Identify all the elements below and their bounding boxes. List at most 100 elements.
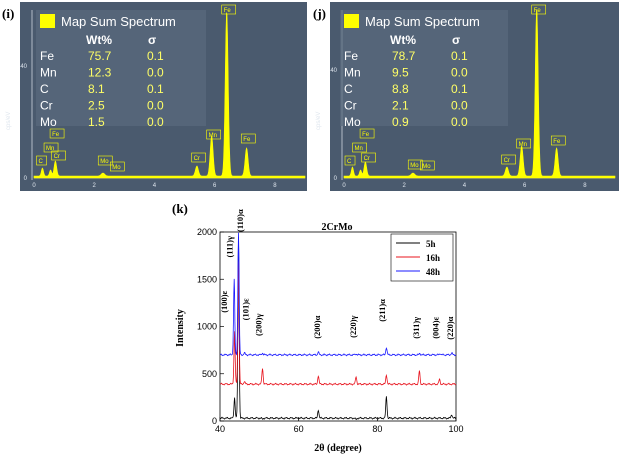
peak-annotation: (111)γ: [225, 236, 235, 257]
peak-tag-box: [419, 160, 435, 171]
panel-j-legend-box: [340, 10, 508, 126]
x-tick-label: 80: [372, 424, 382, 434]
peak-tag-box: [110, 161, 125, 172]
composition-element: Mn: [40, 66, 57, 80]
peak-tag: Mn: [355, 146, 363, 152]
panel-i-ytick0: 0: [24, 176, 28, 182]
peak-tag: Cr: [364, 156, 370, 162]
y-tick-label: 1000: [197, 322, 217, 332]
peak-tag: Mn: [46, 146, 54, 152]
composition-wt: 0.9: [392, 115, 409, 129]
panel-k: (k) 2CrMo Intensity 2θ (degree) 40 60 80 10…: [172, 201, 464, 454]
panel-i-ytick: 40: [20, 64, 27, 70]
peak-tag: Mo: [422, 164, 431, 170]
peak-annotation: (200)γ: [253, 314, 263, 336]
composition-element: C: [40, 82, 49, 96]
legend: 5h 16h 48h: [390, 233, 454, 282]
panel-i-legend-title: Map Sum Spectrum: [61, 14, 176, 29]
composition-sigma: 0.0: [147, 99, 164, 113]
composition-sigma: 0.0: [451, 115, 468, 129]
composition-element: Mo: [344, 115, 361, 129]
peak-annotation: (311)γ: [411, 317, 421, 339]
legend-label: 5h: [426, 239, 436, 249]
composition-wt: 78.7: [392, 49, 416, 63]
peak-tag: Fe: [534, 8, 542, 14]
peak-tag: Fe: [362, 132, 370, 138]
composition-wt: 8.8: [392, 82, 409, 96]
peak-tag: C: [39, 159, 44, 165]
y-tick-label: 2000: [197, 227, 217, 237]
spectrum-xtick: 0: [342, 183, 346, 189]
peak-tag-box: [51, 150, 66, 161]
chart-title: 2CrMo: [321, 222, 352, 233]
legend-label: 48h: [426, 267, 440, 277]
panel-j-spectrum: [343, 9, 616, 179]
peak-tag-box: [531, 4, 547, 15]
series-line-5h: [220, 236, 457, 420]
peak-tag: Mo: [112, 165, 121, 171]
x-axis-label: 2θ (degree): [314, 443, 362, 454]
composition-sigma: 0.1: [147, 82, 164, 96]
composition-wt: 2.1: [392, 99, 409, 113]
peak-tag: C: [347, 159, 352, 165]
x-tick-label: 100: [448, 424, 463, 434]
composition-sigma: 0.0: [451, 66, 468, 80]
peak-annotation: (220)α: [445, 316, 455, 339]
spectrum-xtick: 8: [273, 183, 277, 189]
peak-tag: Mn: [519, 142, 527, 148]
composition-element: Cr: [40, 99, 53, 113]
peak-tag-box: [240, 133, 256, 144]
y-tick-label: 1500: [197, 274, 217, 284]
composition-element: Cr: [344, 99, 357, 113]
peak-tag: Cr: [504, 158, 510, 164]
composition-element: Mn: [344, 66, 361, 80]
peak-tag: Mo: [100, 159, 109, 165]
peak-tag-box: [352, 142, 367, 153]
composition-element: C: [344, 82, 353, 96]
peak-tag-box: [361, 152, 376, 163]
spectrum-xtick: 2: [93, 183, 97, 189]
peak-annotation: (004)ε: [431, 316, 441, 338]
peak-tag: Cr: [194, 156, 200, 162]
series-line-16h: [219, 261, 457, 386]
composition-wt: 8.1: [88, 82, 105, 96]
composition-element: Mo: [40, 115, 57, 129]
peak-tag-box: [36, 155, 47, 166]
peak-tag-box: [344, 155, 356, 166]
x-tick-label: 40: [215, 424, 225, 434]
composition-sigma: 0.1: [451, 49, 468, 63]
x-tick-label: 60: [294, 424, 304, 434]
composition-sigma: 0.0: [451, 99, 468, 113]
spectrum-xtick: 6: [523, 183, 527, 189]
peak-tag: Fe: [553, 139, 561, 145]
panel-j-ylabel: cps/eV: [316, 112, 322, 130]
composition-sigma: 0.1: [451, 82, 468, 96]
peak-tag-box: [43, 142, 59, 153]
peak-tag-box: [221, 4, 237, 15]
panel-j-ytick0: 0: [334, 176, 338, 182]
spectrum-xtick: 8: [583, 183, 587, 189]
spectrum-xtick: 0: [32, 183, 36, 189]
panel-i-col-wt: Wt%: [86, 33, 112, 47]
peak-annotation: (200)α: [312, 315, 322, 338]
peak-tag-box: [516, 138, 531, 149]
composition-sigma: 0.0: [147, 66, 164, 80]
peak-tag-box: [501, 154, 516, 165]
peak-tag-box: [49, 128, 65, 139]
panel-i-spectrum: [33, 12, 306, 179]
panel-j-label: (j): [313, 6, 326, 21]
panel-j-legend-swatch: [344, 14, 359, 28]
peak-tag: Cr: [54, 154, 60, 160]
composition-element: Fe: [344, 49, 358, 63]
composition-wt: 2.5: [88, 99, 105, 113]
y-axis-label: Intensity: [175, 309, 186, 347]
panel-j-col-wt: Wt%: [390, 33, 416, 47]
panel-i-legend-box: [36, 10, 206, 126]
spectrum-xtick: 4: [463, 183, 467, 189]
panel-i-label: (i): [2, 6, 14, 21]
peak-tag: Fe: [224, 8, 232, 14]
peak-tag: Fe: [52, 132, 60, 138]
